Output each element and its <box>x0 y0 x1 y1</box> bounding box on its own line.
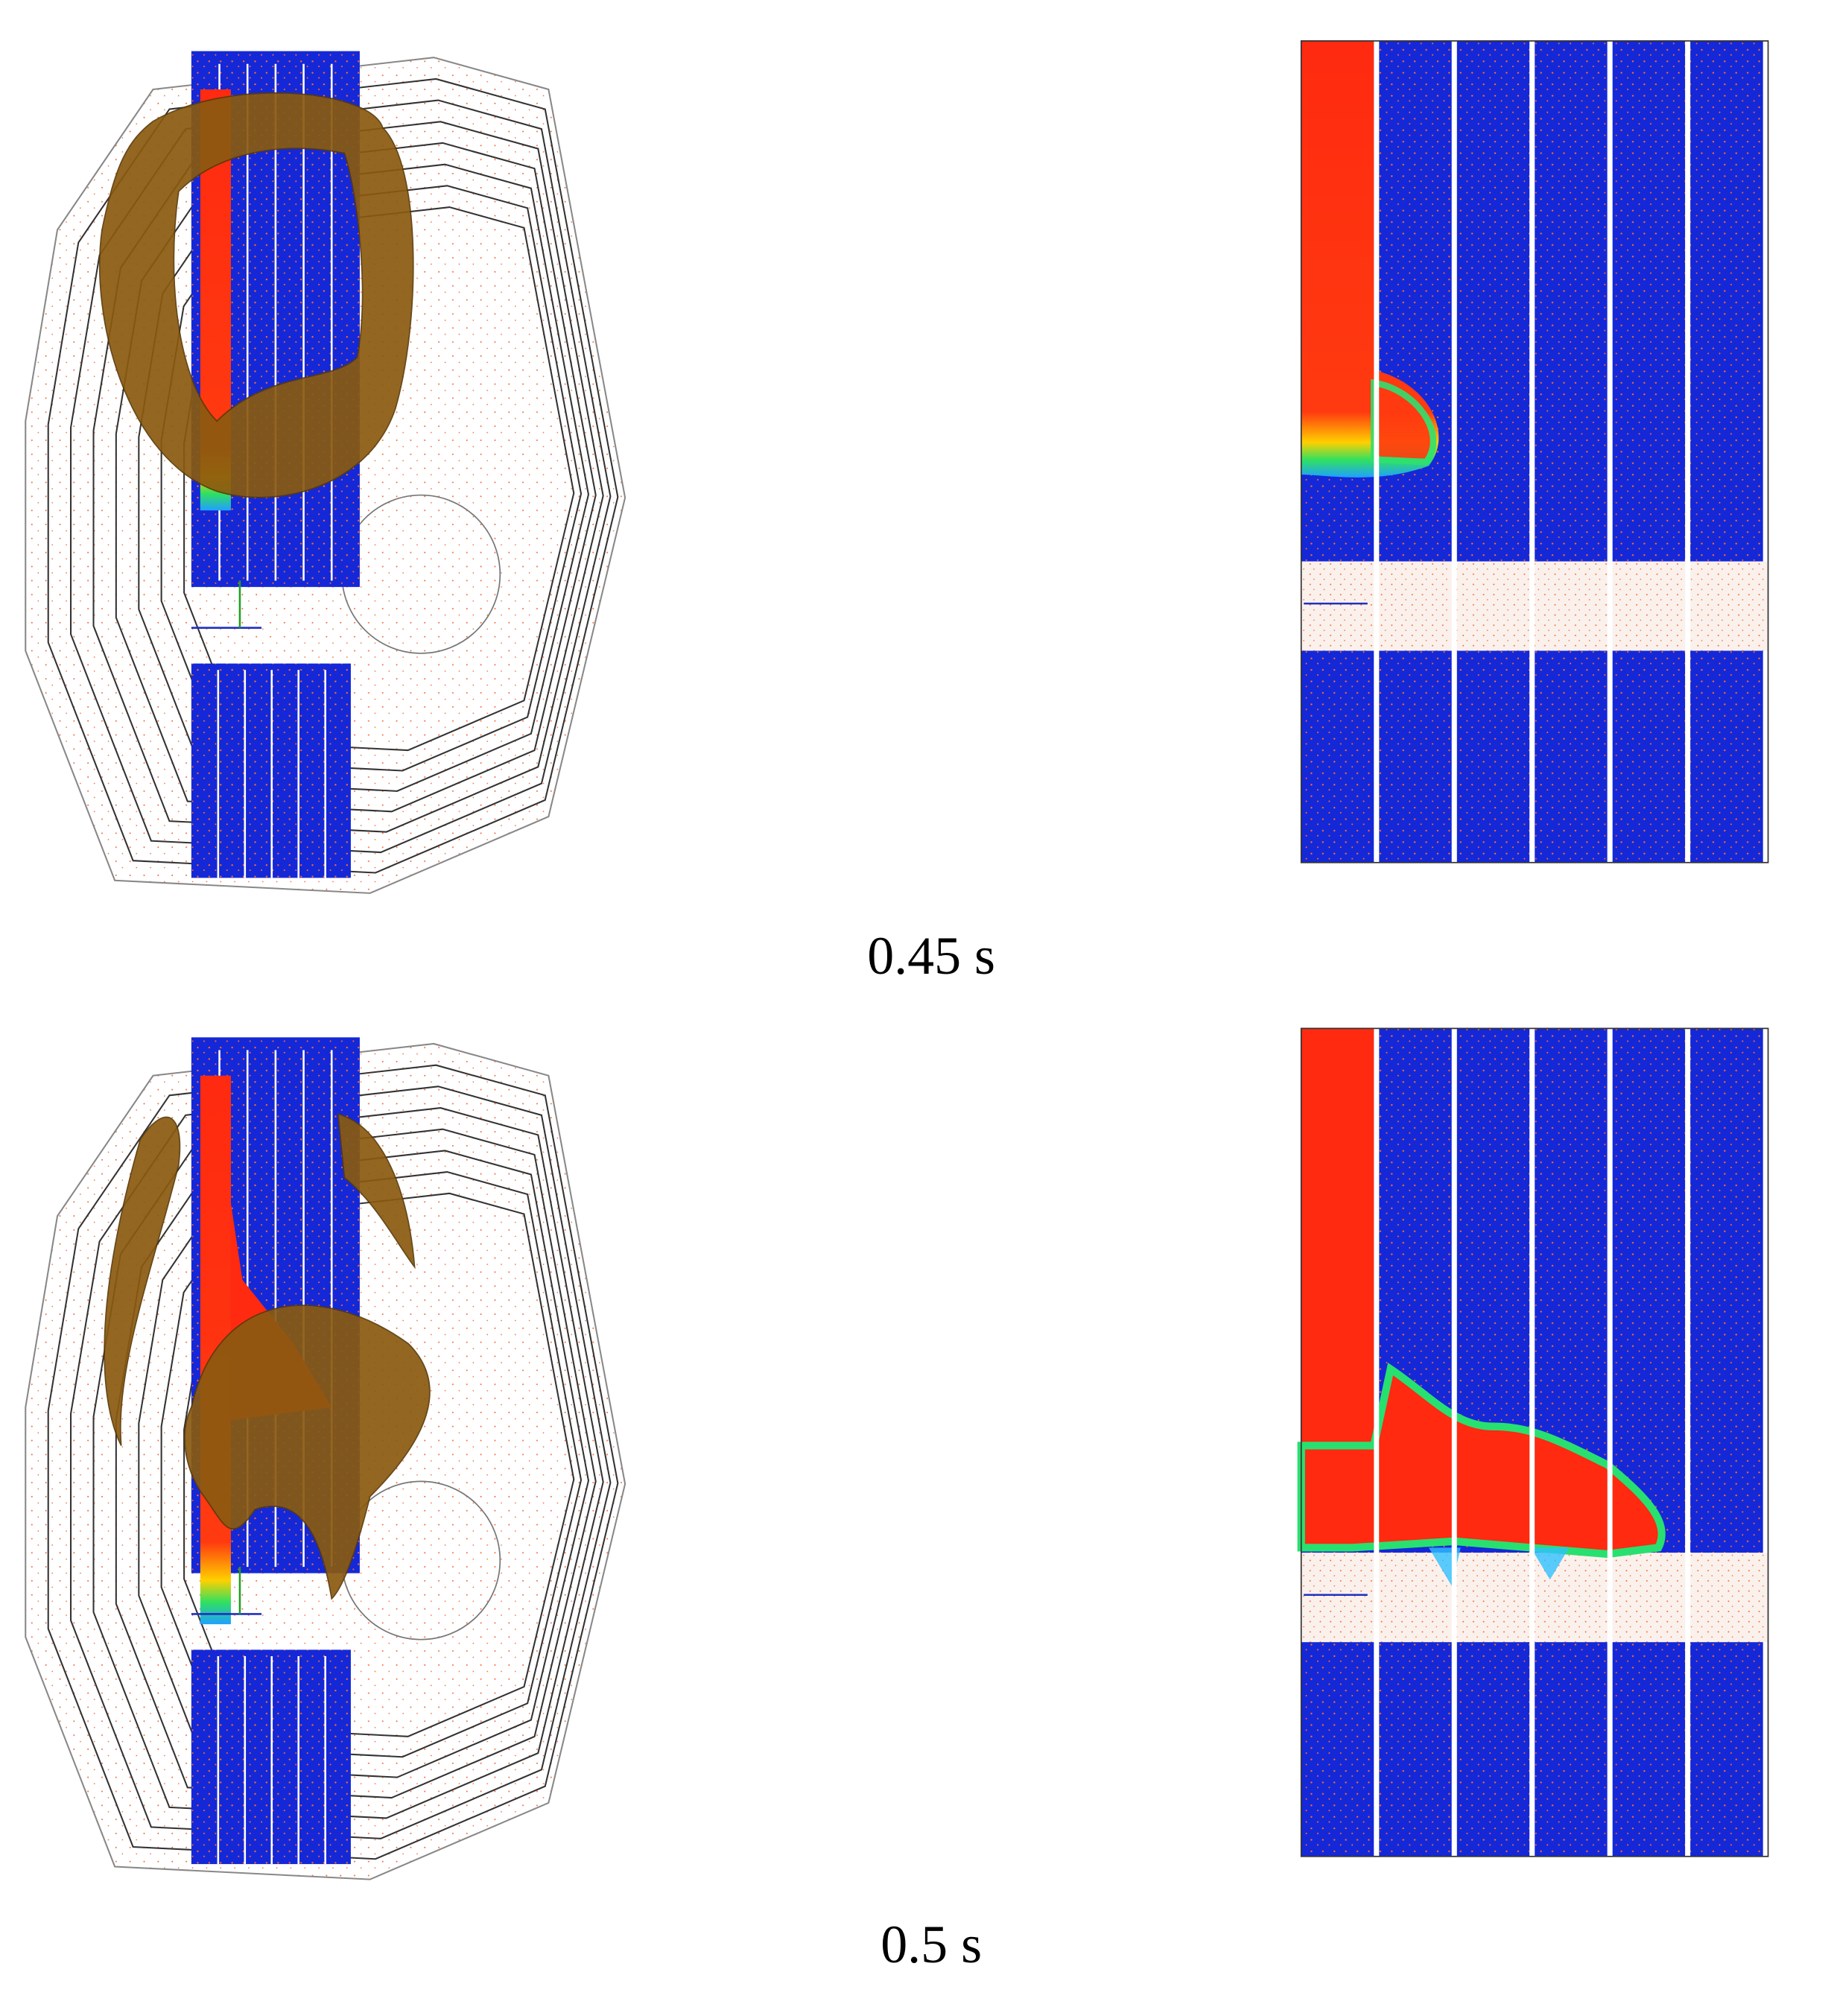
column <box>1379 40 1452 562</box>
column <box>1612 1028 1686 1553</box>
column <box>1535 650 1608 863</box>
column <box>1690 1642 1763 1857</box>
caption: 0.45 s <box>867 926 995 986</box>
column <box>1612 40 1686 562</box>
column <box>1301 650 1374 863</box>
hot-zone <box>1371 378 1437 466</box>
frame <box>1300 1027 1769 1857</box>
column <box>1612 1642 1686 1857</box>
column <box>1379 1642 1452 1857</box>
wireframe <box>47 77 619 874</box>
wireframe <box>92 1107 604 1819</box>
column <box>1690 650 1763 863</box>
hot-zone <box>1297 1363 1666 1559</box>
wireframe <box>138 1150 590 1778</box>
wireframe <box>47 1064 619 1860</box>
hot-zone <box>1301 1028 1374 1488</box>
wireframe <box>70 99 612 854</box>
hot-zone <box>1301 40 1439 478</box>
column <box>1690 40 1763 562</box>
column <box>1535 40 1608 562</box>
column <box>1301 1642 1374 1857</box>
column <box>1690 1028 1763 1553</box>
cool-fringe <box>1429 1547 1570 1586</box>
isosurface <box>104 1112 431 1600</box>
wireframe <box>160 1171 583 1758</box>
wireframe <box>70 1085 612 1839</box>
caption: 0.5 s <box>881 1915 982 1974</box>
section-view <box>1300 40 1769 863</box>
column <box>1456 40 1530 562</box>
wireframe <box>25 1042 626 1880</box>
view-3d <box>25 1037 626 1880</box>
wireframe <box>25 57 626 894</box>
wireframe <box>183 1192 575 1737</box>
time-panel: 0.45 s <box>25 40 1769 986</box>
column <box>1456 650 1530 863</box>
section-view <box>1297 1027 1769 1857</box>
column <box>1612 650 1686 863</box>
frame <box>1300 40 1769 863</box>
column <box>1535 1642 1608 1857</box>
wireframe <box>92 121 604 833</box>
isosurface <box>98 92 414 498</box>
column <box>1456 1642 1530 1857</box>
column <box>1379 650 1452 863</box>
time-panel: 0.5 s <box>25 1027 1769 1974</box>
view-3d <box>25 51 626 894</box>
